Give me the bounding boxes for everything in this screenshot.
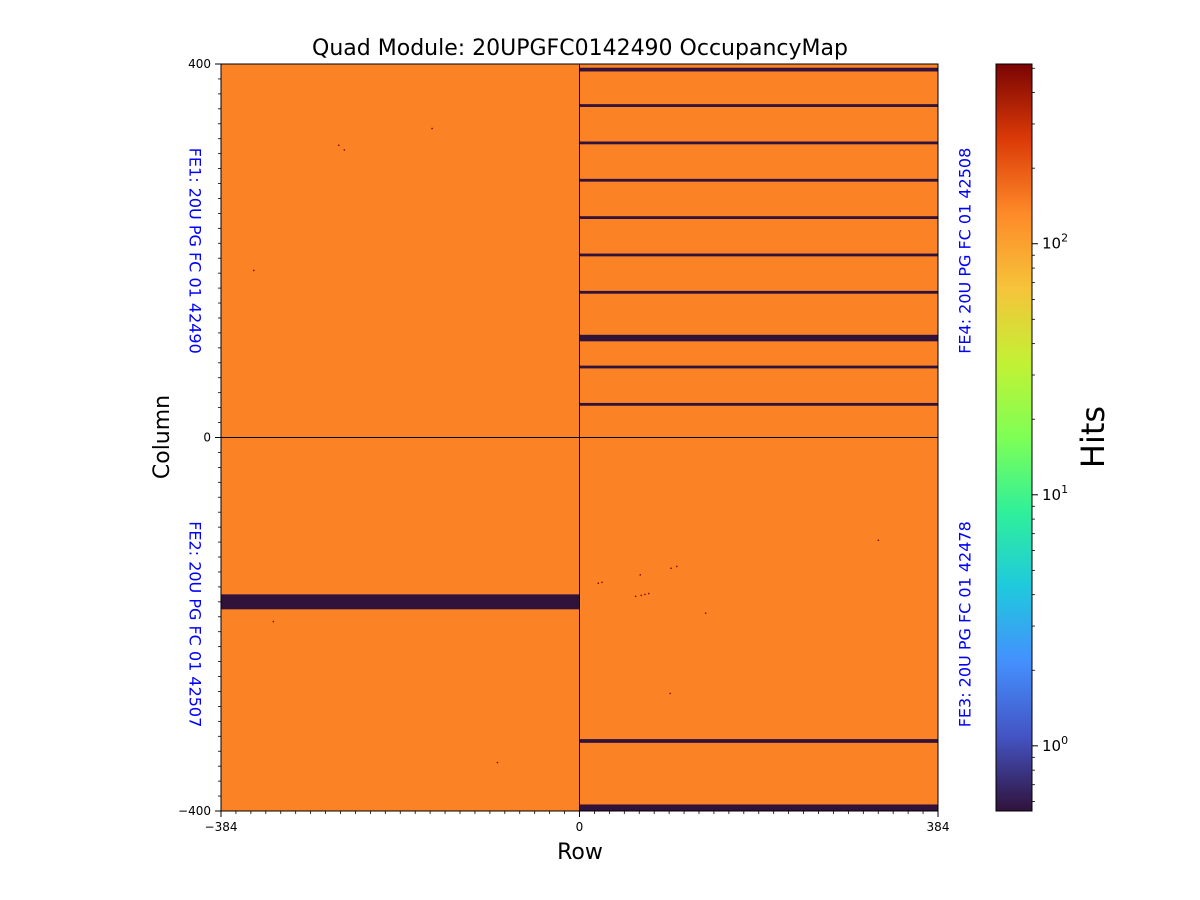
hot-pixel: [877, 539, 880, 542]
x-tick-label: 0: [576, 820, 584, 834]
hot-pixel: [634, 595, 637, 598]
hot-pixel: [639, 574, 641, 576]
colorbar-tick-exponent: 1: [1061, 483, 1068, 496]
dead-band: [579, 216, 938, 220]
hot-pixel: [704, 612, 707, 614]
colorbar-tick-label: 100: [1042, 734, 1068, 755]
y-tick-label: −400: [178, 804, 211, 818]
hot-pixel: [670, 567, 672, 570]
dead-band: [579, 141, 938, 145]
dead-band: [579, 334, 938, 342]
chart-title: Quad Module: 20UPGFC0142490 OccupancyMap: [312, 36, 848, 61]
hot-pixel: [253, 269, 255, 272]
hot-pixel: [647, 592, 650, 595]
chip-area: [221, 64, 580, 438]
colorbar-tick-base: 10: [1042, 486, 1061, 504]
chip-fe2: [221, 437, 580, 811]
hot-pixel: [338, 144, 340, 147]
hot-pixel: [640, 594, 642, 597]
chip-area: [579, 437, 938, 811]
colorbar-tick-base: 10: [1042, 235, 1061, 253]
x-tick-label: 384: [927, 820, 950, 834]
plot-area: [221, 64, 938, 811]
chip-label-fe2: FE2: 20U PG FC 01 42507: [186, 521, 205, 727]
colorbar-tick-label: 101: [1042, 483, 1068, 504]
chip-fe1: [221, 64, 580, 438]
hot-pixel: [669, 692, 671, 695]
x-axis-label: Row: [557, 840, 603, 865]
hot-pixel: [597, 582, 599, 584]
chip-label-fe4: FE4: 20U PG FC 01 42508: [956, 148, 975, 354]
chip-fe4: [579, 64, 938, 438]
hot-pixel: [675, 565, 678, 568]
chip-fe3: [579, 437, 938, 811]
colorbar-tick-base: 10: [1042, 737, 1061, 755]
hot-pixel: [496, 761, 499, 764]
x-tick-label: −384: [205, 820, 238, 834]
chip-label-fe1: FE1: 20U PG FC 01 42490: [186, 148, 205, 354]
y-tick-label: 400: [188, 57, 211, 71]
chip-area: [221, 437, 580, 811]
dead-band: [579, 253, 938, 257]
dead-band: [579, 402, 938, 406]
hot-pixel: [431, 127, 433, 130]
hot-pixel: [272, 620, 275, 623]
chip-label-fe3: FE3: 20U PG FC 01 42478: [956, 521, 975, 727]
y-axis-label: Column: [150, 395, 175, 479]
dead-band: [579, 104, 938, 107]
dead-band: [579, 67, 938, 72]
dead-band: [579, 365, 938, 369]
hot-pixel: [601, 581, 603, 584]
dead-band: [221, 594, 580, 610]
axes: −384 0 384 400 0 −400: [178, 57, 949, 834]
dead-band: [579, 804, 938, 811]
hot-pixel: [343, 149, 346, 151]
chip-area: [579, 64, 938, 438]
chip-labels: FE1: 20U PG FC 01 42490 FE2: 20U PG FC 01…: [186, 148, 975, 728]
colorbar-tick-exponent: 0: [1061, 734, 1068, 747]
colorbar-gradient: [995, 63, 1033, 812]
dead-band: [579, 178, 938, 182]
colorbar-tick-exponent: 2: [1061, 232, 1068, 245]
y-tick-label: 0: [203, 431, 211, 445]
hot-pixel: [644, 593, 646, 596]
dead-band: [579, 290, 938, 294]
colorbar-label: Hits: [1074, 406, 1112, 468]
colorbar-tick-label: 102: [1042, 232, 1068, 253]
dead-band: [579, 739, 938, 743]
